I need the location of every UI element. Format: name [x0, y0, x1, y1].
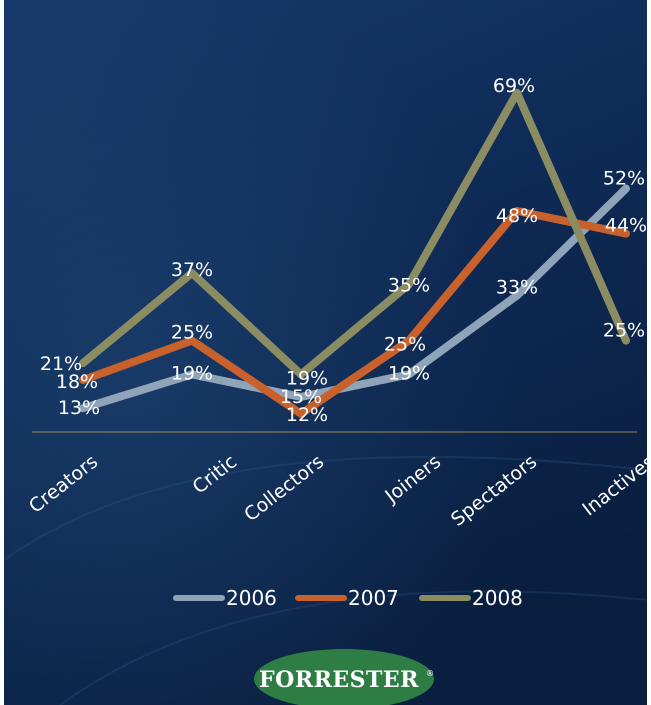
forrester-logo: FORRESTER ®	[254, 649, 434, 705]
data-label-2007-collectors: 12%	[286, 404, 328, 426]
data-label-2008-collectors: 19%	[286, 367, 328, 389]
legend-label-2006: 2006	[226, 586, 277, 610]
data-label-2008-spectators: 69%	[493, 75, 535, 97]
data-label-2007-joiners: 25%	[384, 334, 426, 356]
series-line-2006	[79, 184, 630, 413]
data-labels-layer: 13%19%15%19%33%52%18%25%12%25%48% 44%21%3…	[40, 75, 647, 426]
data-label-2008-inactives: 25%	[603, 320, 645, 342]
data-label-2008-creators: 21%	[40, 353, 82, 375]
background-arc	[3, 455, 648, 561]
legend-label-2008: 2008	[472, 586, 523, 610]
data-label-2006-spectators: 33%	[496, 277, 538, 299]
background-arc	[59, 590, 648, 705]
data-label-2006-joiners: 19%	[388, 362, 430, 384]
data-label-2008-critic: 37%	[171, 259, 213, 281]
data-label-2008-joiners: 35%	[388, 274, 430, 296]
data-label-2007-inactives: 44%	[605, 215, 647, 237]
legend-label-2007: 2007	[348, 586, 399, 610]
data-label-2006-collectors: 15%	[280, 386, 322, 408]
data-label-2006-critic: 19%	[171, 362, 213, 384]
data-label-2007-spectators: 48%	[496, 205, 538, 227]
data-label-2007-critic: 25%	[171, 322, 213, 344]
data-label-2007-creators: 18%	[56, 371, 98, 393]
data-label-2006-inactives: 52%	[603, 168, 645, 190]
series-line-2008	[79, 88, 630, 379]
legend: 2006 2007 2008	[173, 586, 523, 610]
data-label-2006-creators: 13%	[58, 397, 100, 419]
logo-registered-mark: ®	[426, 669, 434, 678]
logo-text: FORRESTER	[259, 667, 419, 693]
series-layer	[79, 88, 630, 418]
logo-badge	[254, 649, 434, 705]
series-line-2007	[79, 207, 630, 418]
